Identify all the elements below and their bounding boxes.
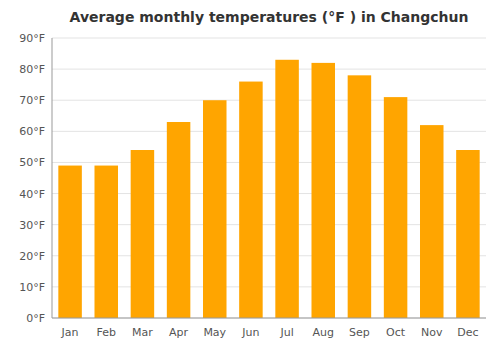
x-tick-label: May xyxy=(203,326,226,339)
x-tick-label: Aug xyxy=(313,326,334,339)
y-tick-label: 70°F xyxy=(19,94,45,107)
y-tick-label: 30°F xyxy=(19,219,45,232)
y-tick-label: 90°F xyxy=(19,32,45,45)
chart-svg: Average monthly temperatures (°F ) in Ch… xyxy=(0,0,500,350)
bar xyxy=(384,97,408,318)
x-tick-label: Jan xyxy=(61,326,79,339)
bar xyxy=(311,63,335,318)
x-tick-label: Sep xyxy=(349,326,370,339)
x-tick-label: Oct xyxy=(386,326,406,339)
x-tick-label: Nov xyxy=(421,326,443,339)
bar xyxy=(167,122,191,318)
y-tick-label: 0°F xyxy=(26,312,45,325)
bar xyxy=(420,125,444,318)
bar xyxy=(131,150,155,318)
chart-container: Average monthly temperatures (°F ) in Ch… xyxy=(0,0,500,350)
bar xyxy=(239,82,263,318)
y-tick-label: 60°F xyxy=(19,125,45,138)
x-tick-label: Dec xyxy=(457,326,478,339)
x-tick-label: Feb xyxy=(97,326,116,339)
bar xyxy=(94,166,118,318)
bar xyxy=(203,100,227,318)
grid-line xyxy=(52,69,486,70)
grid-line xyxy=(52,38,486,39)
y-tick-label: 50°F xyxy=(19,156,45,169)
grid xyxy=(52,38,486,318)
y-tick-label: 10°F xyxy=(19,281,45,294)
x-tick-label: Apr xyxy=(169,326,189,339)
y-tick-label: 40°F xyxy=(19,188,45,201)
x-tick-label: Mar xyxy=(132,326,153,339)
x-tick-label: Jul xyxy=(279,326,293,339)
grid-line xyxy=(52,100,486,101)
x-tick-label: Jun xyxy=(241,326,259,339)
bar xyxy=(58,166,82,318)
grid-line xyxy=(52,318,486,319)
bar xyxy=(275,60,299,318)
bars xyxy=(58,60,479,318)
title: Average monthly temperatures (°F ) in Ch… xyxy=(70,9,469,25)
bar xyxy=(456,150,480,318)
x-axis-line xyxy=(52,318,486,319)
bar xyxy=(348,75,372,318)
y-axis-line xyxy=(52,38,53,318)
y-tick-label: 80°F xyxy=(19,63,45,76)
y-tick-label: 20°F xyxy=(19,250,45,263)
